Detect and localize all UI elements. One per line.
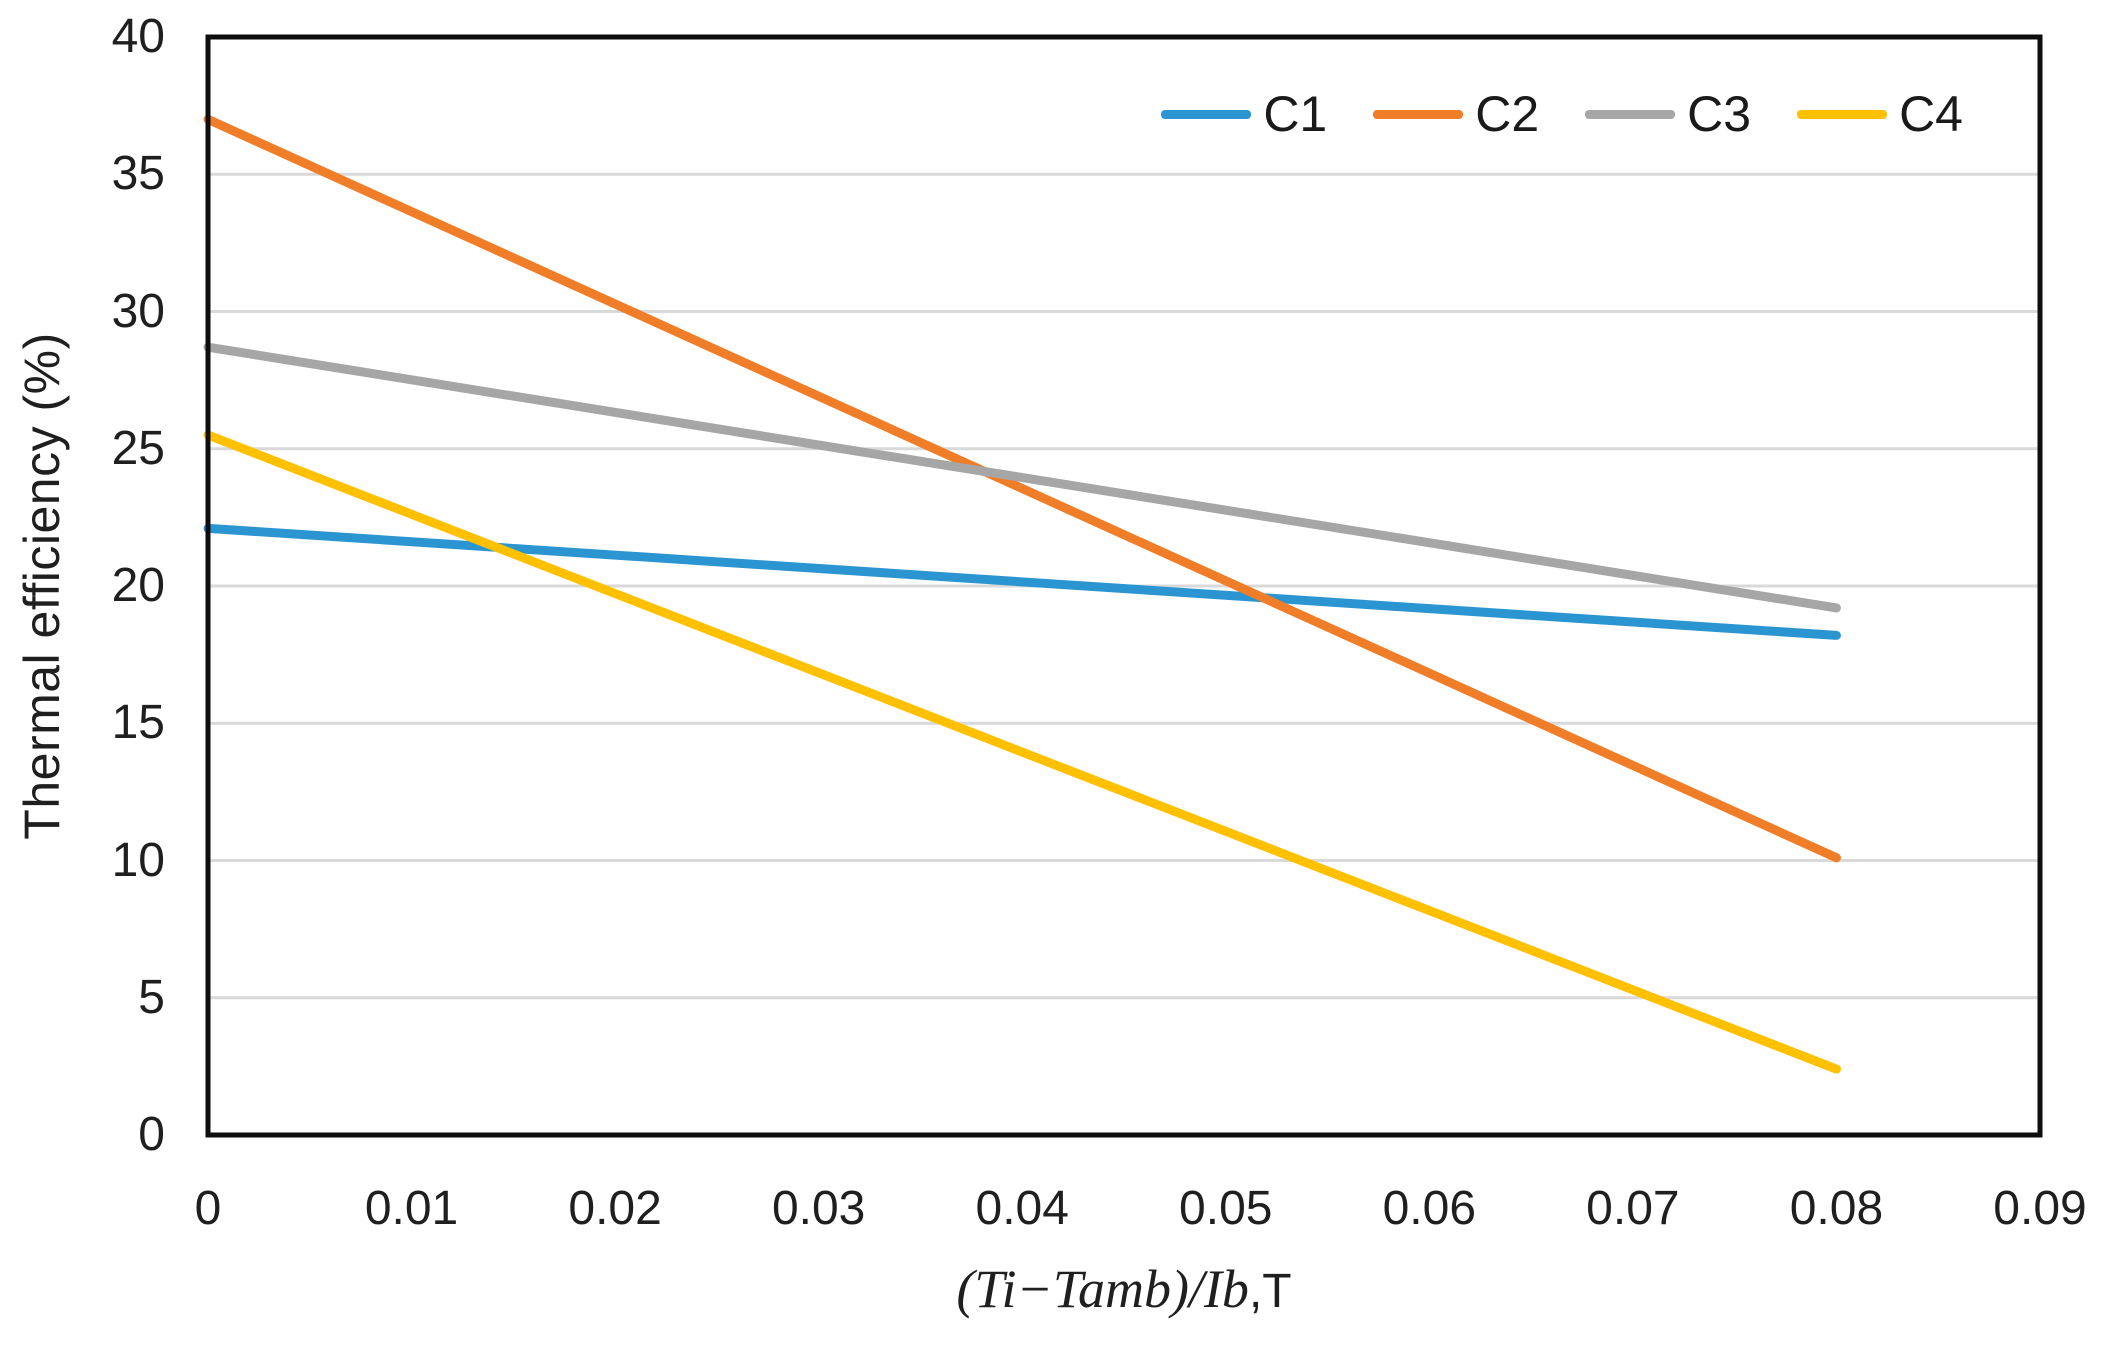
legend-item-C2: C2 — [1373, 86, 1539, 142]
plot-border — [205, 34, 2043, 1138]
y-tick-label-15: 15 — [111, 696, 165, 750]
x-axis-title: (Ti−Tamb)/Ib,T — [208, 1258, 2040, 1320]
x-tick-label-0.04: 0.04 — [975, 1182, 1069, 1235]
y-tick-label-25: 25 — [111, 421, 165, 475]
y-tick-label-5: 5 — [138, 970, 165, 1024]
y-tick-label-0: 0 — [138, 1108, 165, 1161]
y-tick-label-20: 20 — [111, 559, 165, 612]
x-tick-label-0.08: 0.08 — [1789, 1182, 1884, 1235]
legend-label-C4: C4 — [1899, 86, 1963, 142]
y-tick-label-30: 30 — [111, 284, 165, 338]
legend-label-C3: C3 — [1687, 86, 1752, 142]
legend-item-C3: C3 — [1585, 86, 1751, 142]
legend-label-C2: C2 — [1475, 86, 1540, 142]
legend-line-swatch-C1 — [1161, 109, 1252, 119]
legend-line-swatch-C4 — [1797, 109, 1888, 119]
x-tick-label-0.05: 0.05 — [1179, 1182, 1273, 1235]
series-line-C2 — [203, 114, 1841, 863]
x-tick-label-0.02: 0.02 — [568, 1182, 662, 1235]
x-tick-label-0.06: 0.06 — [1382, 1182, 1477, 1235]
legend-label-C1: C1 — [1263, 86, 1328, 142]
legend-line-swatch-C3 — [1585, 109, 1676, 119]
x-tick-label-0.07: 0.07 — [1586, 1182, 1680, 1235]
series-line-C3 — [203, 342, 1841, 613]
legend-line-swatch-C2 — [1373, 109, 1464, 119]
legend-item-C4: C4 — [1797, 86, 1963, 142]
y-tick-label-35: 35 — [111, 147, 165, 201]
chart-legend: C1 C2 C3 C4 — [1161, 86, 1963, 142]
y-tick-label-10: 10 — [111, 833, 165, 887]
series-line-C4 — [203, 430, 1841, 1074]
x-tick-label-0.01: 0.01 — [364, 1182, 459, 1235]
y-axis-title: Thermal efficiency (%) — [14, 332, 70, 840]
y-tick-label-40: 40 — [111, 10, 165, 63]
x-tick-label-0.03: 0.03 — [771, 1182, 866, 1235]
series-line-C1 — [203, 523, 1841, 640]
x-axis-title-italic-part: (Ti−Tamb)/Ib — [956, 1259, 1249, 1319]
x-tick-label-0: 0 — [194, 1182, 222, 1235]
x-tick-label-0.09: 0.09 — [1993, 1182, 2087, 1235]
x-axis-title-upright-part: ,T — [1248, 1265, 1292, 1318]
legend-item-C1: C1 — [1161, 86, 1327, 142]
